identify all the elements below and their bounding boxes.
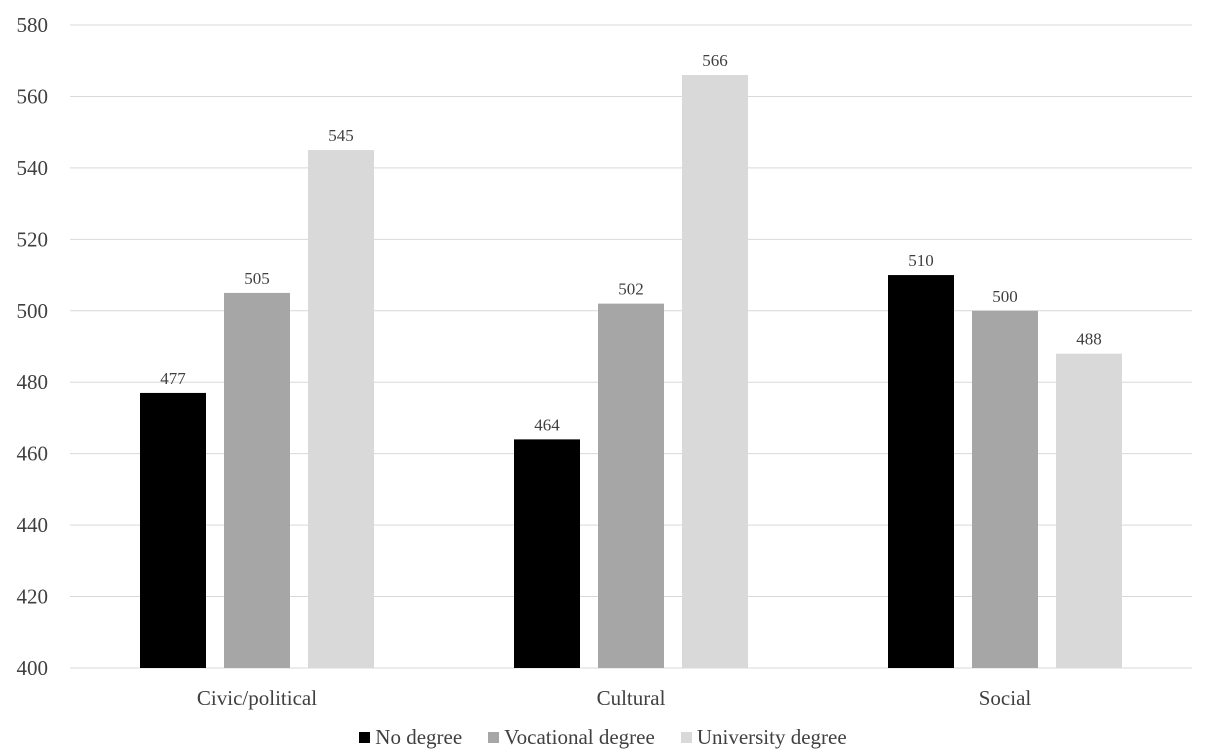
y-tick-label: 480: [17, 370, 49, 394]
y-tick-label: 460: [17, 442, 49, 466]
category-labels: Civic/political Cultural Social: [197, 686, 1031, 710]
data-label: 477: [160, 369, 186, 388]
bar: [308, 150, 374, 668]
bar: [598, 303, 664, 668]
bars: [140, 75, 1122, 668]
data-label: 500: [992, 287, 1018, 306]
data-label: 502: [618, 280, 644, 299]
y-tick-label: 540: [17, 156, 49, 180]
data-label: 505: [244, 269, 270, 288]
legend-swatch: [359, 731, 371, 743]
x-category-label: Social: [979, 686, 1032, 710]
y-tick-label: 420: [17, 585, 49, 609]
legend-label: No degree: [375, 724, 463, 749]
data-labels: 477 505 545 464 502 566 510 500 488: [160, 51, 1102, 434]
y-tick-label: 400: [17, 656, 49, 680]
y-tick-label: 440: [17, 513, 49, 537]
data-label: 464: [534, 415, 560, 434]
legend-swatch: [680, 731, 692, 743]
bar: [888, 275, 954, 668]
y-axis-tick-labels: 400 420 440 460 480 500 520 540 560 580: [17, 13, 49, 680]
bar: [514, 439, 580, 668]
bar: [224, 292, 290, 668]
legend-item-university-degree: University degree: [680, 724, 847, 750]
bar: [682, 75, 748, 668]
legend-swatch: [488, 731, 500, 743]
legend-label: Vocational degree: [504, 724, 655, 749]
bar: [1056, 353, 1122, 668]
bar-chart: 400 420 440 460 480 500 520 540 560 580 477 505 545…: [17, 13, 1192, 710]
y-tick-label: 560: [17, 84, 49, 108]
data-label: 566: [702, 51, 728, 70]
legend: No degree Vocational degree University d…: [0, 724, 1206, 750]
y-tick-label: 580: [17, 13, 49, 37]
data-label: 488: [1076, 330, 1102, 349]
legend-item-vocational-degree: Vocational degree: [488, 725, 655, 750]
legend-label: University degree: [696, 724, 847, 749]
data-label: 510: [908, 251, 934, 270]
bar: [972, 310, 1038, 668]
data-label: 545: [328, 126, 354, 145]
bar: [140, 392, 206, 668]
x-category-label: Cultural: [597, 686, 666, 710]
y-tick-label: 500: [17, 299, 49, 323]
legend-item-no-degree: No degree: [359, 725, 462, 750]
y-tick-label: 520: [17, 227, 49, 251]
x-category-label: Civic/political: [197, 686, 317, 710]
